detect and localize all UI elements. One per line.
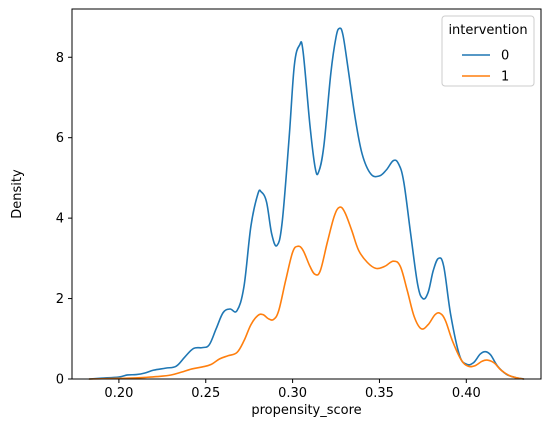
- x-axis-title: propensity_score: [251, 403, 361, 418]
- legend-title: intervention: [448, 23, 527, 38]
- y-tick-label: 0: [56, 373, 64, 388]
- plot-area: [88, 27, 525, 380]
- y-axis-title: Density: [10, 169, 25, 219]
- y-tick-label: 4: [56, 212, 64, 227]
- y-axis: 0 2 4 6 8: [56, 51, 72, 388]
- x-axis: 0.20 0.25 0.30 0.35 0.40: [104, 379, 481, 401]
- x-tick-label: 0.40: [452, 386, 481, 401]
- y-tick-label: 8: [56, 51, 64, 66]
- legend-label-0: 0: [501, 49, 509, 64]
- series-line-1: [88, 206, 525, 380]
- y-tick-label: 6: [56, 131, 64, 146]
- x-tick-label: 0.35: [365, 386, 394, 401]
- x-tick-label: 0.20: [104, 386, 133, 401]
- y-tick-label: 2: [56, 292, 64, 307]
- legend-box: [441, 15, 535, 87]
- axes-frame: [71, 8, 542, 380]
- legend-label-1: 1: [501, 70, 509, 85]
- series-line-0: [88, 27, 525, 380]
- legend-entries: 01: [462, 49, 509, 85]
- legend: intervention 01: [441, 15, 535, 87]
- x-tick-label: 0.30: [278, 386, 307, 401]
- x-tick-label: 0.25: [191, 386, 220, 401]
